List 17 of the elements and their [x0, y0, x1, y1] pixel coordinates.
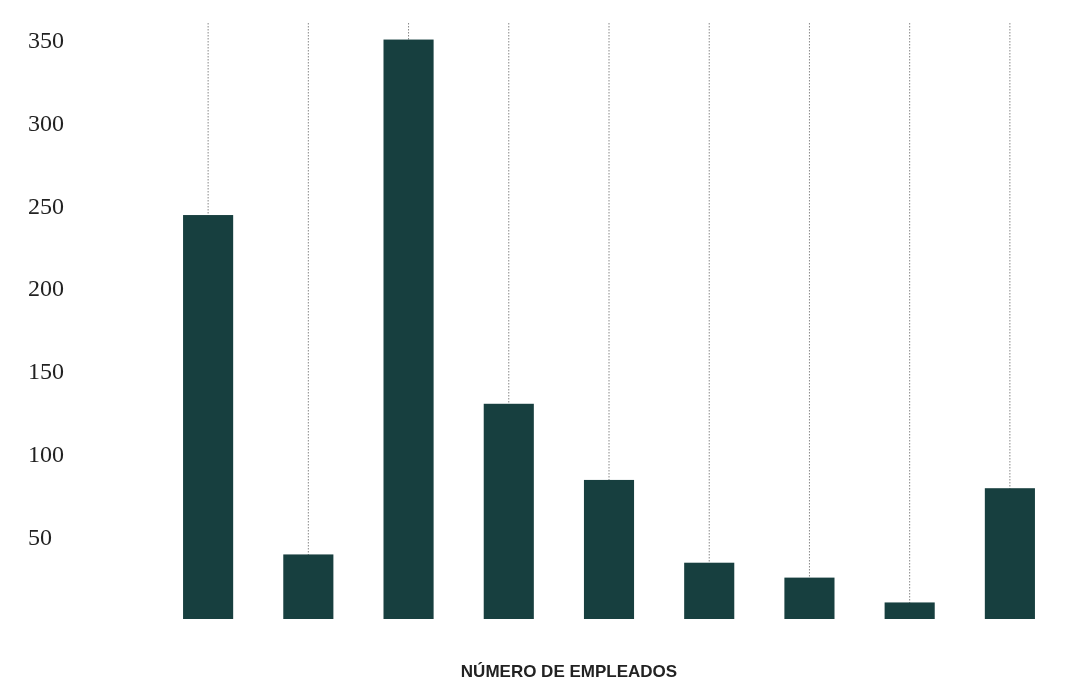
- y-tick-label: 300: [28, 109, 64, 136]
- y-tick-label: 150: [28, 358, 64, 385]
- bar: [283, 554, 334, 619]
- bar: [784, 577, 835, 619]
- x-axis-title: NÚMERO DE EMPLEADOS: [460, 662, 678, 681]
- bar: [183, 215, 234, 619]
- bar: [984, 488, 1035, 619]
- y-tick-label: 50: [28, 523, 52, 550]
- bar: [884, 602, 935, 619]
- y-tick-label: 100: [28, 440, 64, 467]
- bar: [583, 479, 635, 619]
- y-tick-label: 200: [28, 275, 64, 302]
- bar: [684, 562, 735, 619]
- y-tick-label: 350: [28, 26, 64, 53]
- bar: [383, 39, 434, 619]
- bar: [483, 403, 534, 619]
- y-tick-label: 250: [28, 192, 64, 219]
